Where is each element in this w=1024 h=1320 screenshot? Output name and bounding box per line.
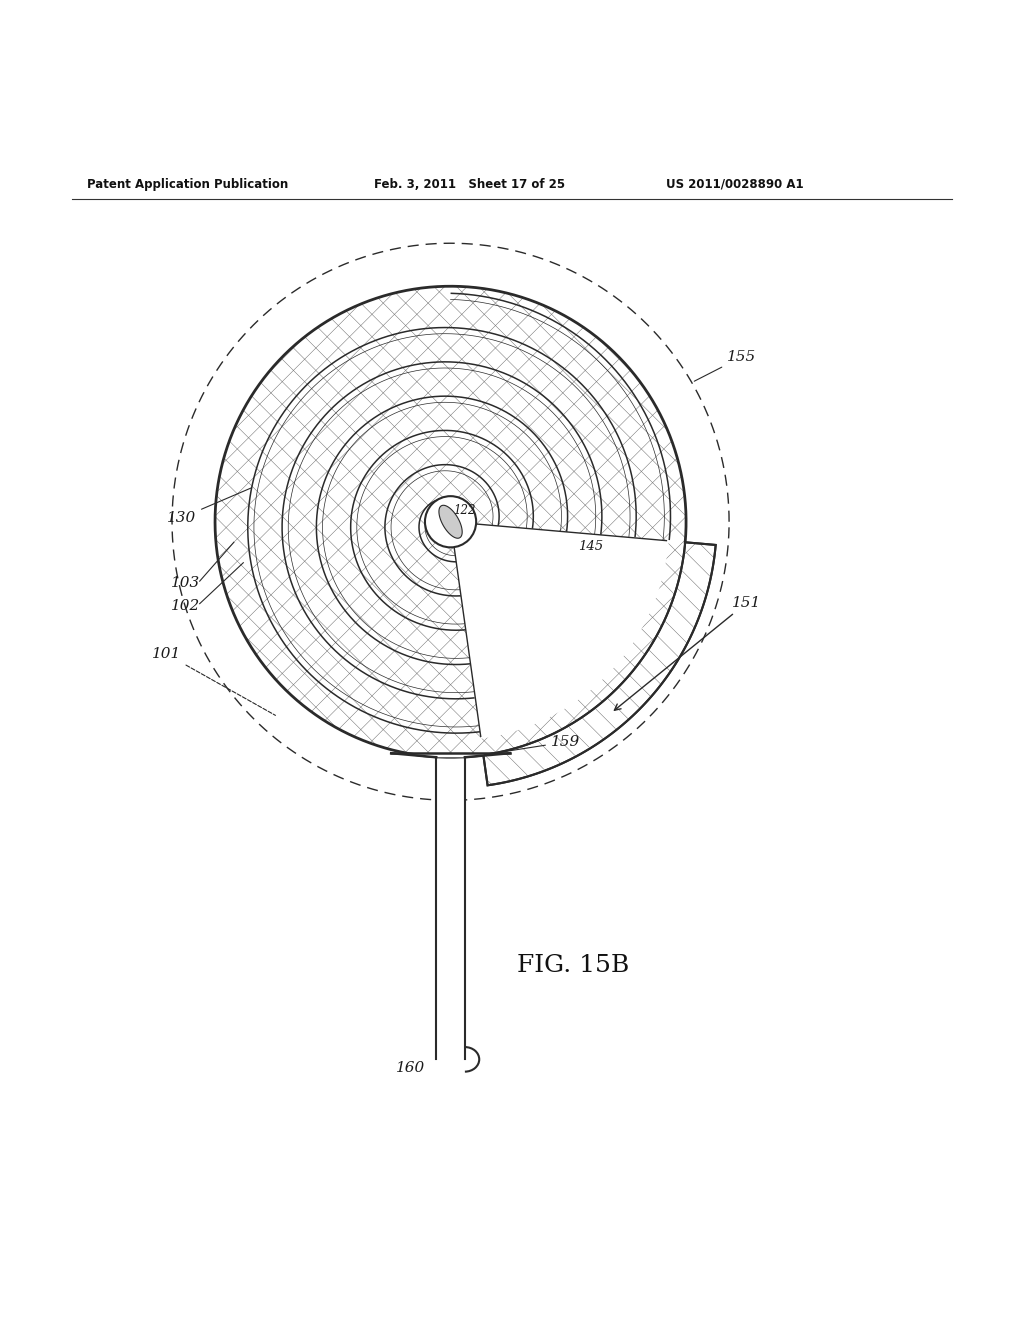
Text: 101: 101 (152, 647, 275, 715)
Text: FIG. 15B: FIG. 15B (517, 954, 630, 977)
Text: 103: 103 (171, 577, 201, 590)
Polygon shape (439, 506, 462, 539)
Text: 102: 102 (171, 599, 201, 612)
Text: 159: 159 (484, 735, 581, 755)
Circle shape (215, 286, 686, 758)
Text: Patent Application Publication: Patent Application Publication (87, 178, 289, 191)
Text: US 2011/0028890 A1: US 2011/0028890 A1 (666, 178, 803, 191)
Polygon shape (483, 543, 716, 785)
Text: 151: 151 (614, 595, 762, 710)
Text: 145: 145 (579, 540, 604, 553)
Text: 160: 160 (396, 1061, 426, 1074)
Bar (436, 758, 465, 1060)
Polygon shape (391, 754, 510, 758)
Circle shape (425, 496, 476, 548)
Polygon shape (451, 521, 669, 739)
Text: 155: 155 (694, 350, 757, 381)
Text: Feb. 3, 2011   Sheet 17 of 25: Feb. 3, 2011 Sheet 17 of 25 (374, 178, 565, 191)
Text: 122: 122 (454, 503, 476, 516)
Text: 130: 130 (167, 488, 251, 525)
